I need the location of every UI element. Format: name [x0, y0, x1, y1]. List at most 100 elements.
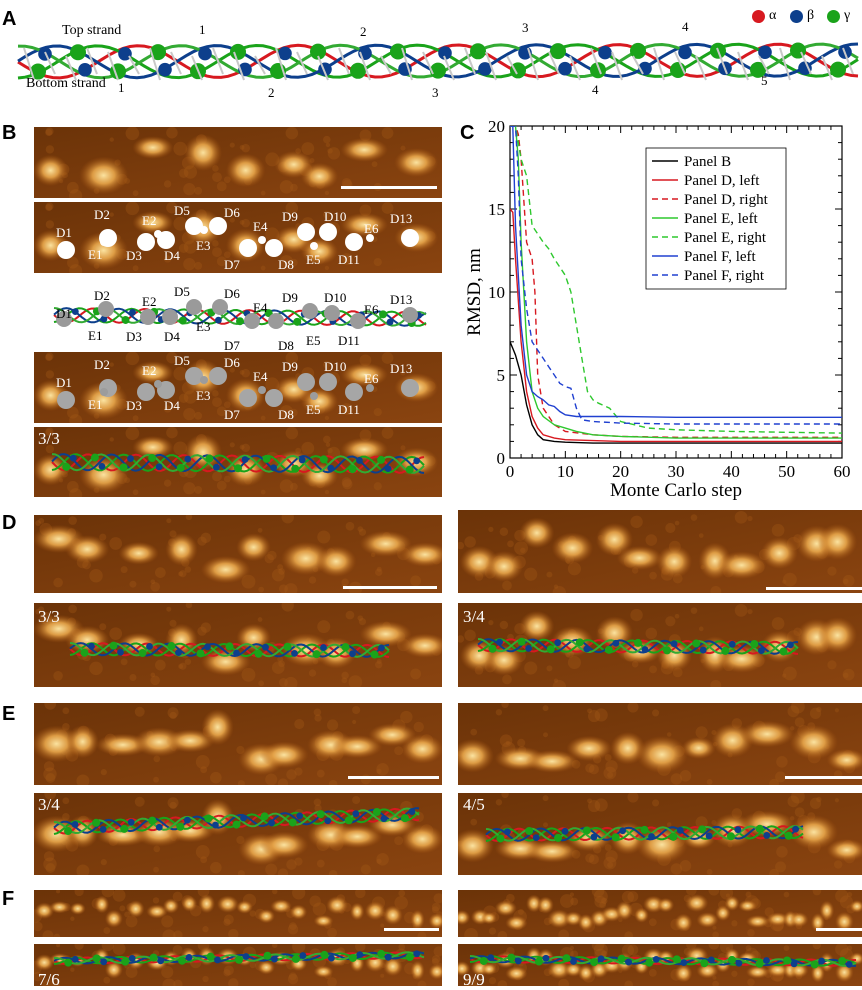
bottom-strand-label: Bottom strand — [26, 76, 106, 91]
monomer-label: D6 — [224, 355, 240, 370]
monomer-label: E6 — [364, 302, 379, 317]
panel-label-f: F — [2, 888, 15, 910]
monomer-label: D7 — [224, 257, 240, 272]
legend-entry: Panel E, left — [684, 211, 759, 227]
monomer-label: E5 — [306, 252, 321, 267]
x-tick-label: 60 — [834, 462, 851, 481]
legend-entry: Panel E, right — [684, 230, 767, 246]
scale-bar — [766, 587, 862, 590]
fitted-model-overlay — [485, 824, 804, 843]
y-tick-label: 20 — [488, 118, 505, 136]
monomer-label: D2 — [94, 288, 110, 303]
series-line-0 — [510, 341, 842, 444]
top-strand-label: Top strand — [62, 23, 122, 38]
monomer-label: E6 — [364, 221, 379, 236]
bottom-strand-number: 3 — [432, 85, 439, 100]
monomer-label: D4 — [164, 248, 180, 263]
fit-fraction: 3/3 — [38, 607, 60, 626]
monomer-label: D8 — [278, 338, 294, 353]
top-strand-number: 2 — [360, 24, 367, 39]
monomer-label: D11 — [338, 252, 360, 267]
monomer-label: D4 — [164, 329, 180, 344]
monomer-label: D5 — [174, 284, 190, 299]
monomer-label: E2 — [142, 363, 157, 378]
afm-image-e-left — [34, 703, 442, 785]
monomer-label: D3 — [126, 398, 142, 413]
monomer-label: D7 — [224, 407, 240, 422]
bottom-strand-number: 4 — [592, 82, 599, 97]
top-strand-number: 3 — [522, 20, 529, 35]
legend-entry: Panel F, left — [684, 249, 757, 265]
fitted-model-overlay — [69, 641, 390, 659]
monomer-label: D2 — [94, 207, 110, 222]
gamma-legend-dot — [827, 10, 840, 23]
monomer-label: D3 — [126, 329, 142, 344]
fit-fraction: 4/5 — [463, 795, 485, 814]
afm-image-f-right — [458, 890, 862, 937]
legend-entry: Panel B — [684, 154, 731, 170]
monomer-label: D1 — [56, 225, 72, 240]
scale-bar — [384, 928, 439, 931]
y-tick-label: 10 — [488, 283, 505, 302]
fibril-model-strands — [17, 42, 859, 81]
monomer-label: D7 — [224, 338, 240, 353]
alpha-legend-dot — [752, 10, 765, 23]
monomer-label: D3 — [126, 248, 142, 263]
monomer-label: D11 — [338, 333, 360, 348]
monomer-label: D13 — [390, 211, 413, 226]
monomer-label: D10 — [324, 290, 347, 305]
bottom-strand-number: 5 — [761, 73, 768, 88]
monomer-label: D5 — [174, 353, 190, 368]
panel-label-b: B — [2, 122, 17, 144]
monomer-label: E6 — [364, 371, 379, 386]
monomer-label: E5 — [306, 402, 321, 417]
x-axis-label: Monte Carlo step — [610, 480, 742, 500]
y-tick-label: 15 — [488, 200, 505, 219]
fibril-model-b — [53, 299, 427, 329]
scale-bar — [785, 776, 862, 779]
afm-image-f-left-fit — [34, 944, 442, 986]
monomer-label: E4 — [253, 219, 268, 234]
panel-label-d: D — [2, 512, 17, 534]
fitted-model-overlay — [477, 637, 799, 656]
monomer-label: E4 — [253, 300, 268, 315]
monomer-label: D10 — [324, 209, 347, 224]
y-axis-label: RMSD, nm — [464, 248, 485, 336]
fitted-model-overlay — [53, 807, 420, 836]
monomer-label: D1 — [56, 375, 72, 390]
monomer-label: D6 — [224, 286, 240, 301]
series-line-4 — [510, 126, 842, 434]
panel-label-e: E — [2, 703, 16, 725]
afm-image-e-right — [458, 703, 862, 785]
fit-fraction: 3/3 — [38, 429, 60, 448]
afm-image-e-right-fit — [458, 793, 862, 875]
monomer-label: D10 — [324, 359, 347, 374]
y-tick-label: 0 — [497, 449, 506, 468]
x-tick-label: 50 — [778, 462, 795, 481]
monomer-label: D9 — [282, 209, 298, 224]
fitted-model-overlay — [51, 453, 425, 474]
bottom-strand-number: 2 — [268, 85, 275, 100]
panel-label-c: C — [460, 122, 475, 144]
monomer-label: D13 — [390, 292, 413, 307]
top-strand-number: 1 — [199, 22, 206, 37]
x-tick-label: 30 — [668, 462, 685, 481]
monomer-label: D8 — [278, 407, 294, 422]
beta-legend-dot — [790, 10, 803, 23]
monomer-label: D13 — [390, 361, 413, 376]
monomer-label: D4 — [164, 398, 180, 413]
monomer-label: D9 — [282, 359, 298, 374]
scale-bar — [348, 776, 439, 779]
legend-entry: Panel D, right — [684, 192, 769, 208]
scale-bar — [341, 186, 437, 189]
top-strand-number: 4 — [682, 19, 689, 34]
monomer-label: E3 — [196, 388, 211, 403]
fit-fraction: 3/4 — [463, 607, 485, 626]
panel-label-a: A — [2, 8, 17, 30]
monomer-label: D1 — [56, 306, 72, 321]
fitted-model-overlay — [469, 953, 857, 969]
afm-image-d-right — [458, 510, 862, 593]
scale-bar — [343, 586, 437, 589]
monomer-label: E2 — [142, 294, 157, 309]
legend-entry: Panel F, right — [684, 268, 765, 284]
